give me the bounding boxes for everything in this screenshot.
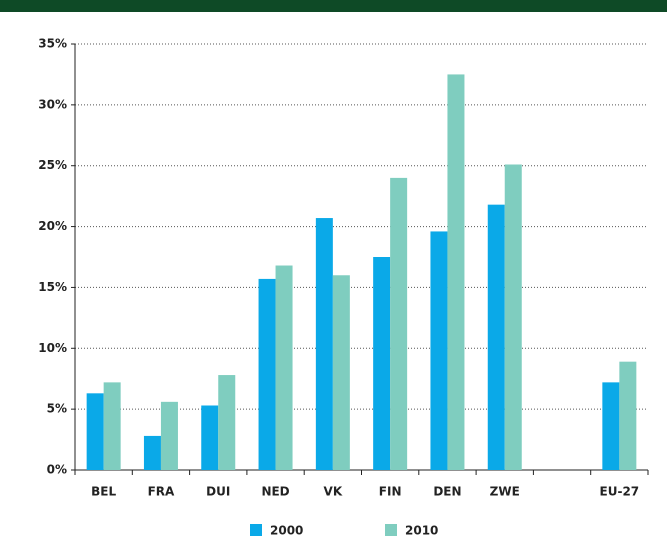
- x-tick-label: FRA: [148, 485, 175, 499]
- x-tick-label: DUI: [206, 485, 230, 499]
- bar: [373, 257, 391, 470]
- x-tick-label: VK: [324, 485, 343, 499]
- y-tick-label: 10%: [38, 341, 67, 355]
- x-tick-label: BEL: [91, 485, 116, 499]
- y-tick-label: 35%: [38, 37, 67, 51]
- legend-swatch: [385, 524, 397, 536]
- y-tick-label: 0%: [47, 463, 67, 477]
- legend-label: 2000: [270, 524, 303, 537]
- y-tick-label: 15%: [38, 280, 67, 294]
- y-tick-label: 30%: [38, 97, 67, 111]
- bar: [315, 218, 333, 470]
- bar: [332, 275, 350, 470]
- legend-swatch: [250, 524, 262, 536]
- bar: [275, 265, 293, 470]
- x-tick-label: FIN: [379, 485, 402, 499]
- bar: [143, 435, 161, 470]
- bar: [430, 231, 448, 470]
- bar: [602, 382, 620, 470]
- bar: [504, 164, 522, 471]
- bar: [160, 401, 178, 470]
- x-tick-label: NED: [261, 485, 289, 499]
- bar: [201, 405, 219, 470]
- bar: [258, 278, 276, 470]
- bar: [390, 177, 408, 470]
- bar: [86, 393, 104, 470]
- bar: [218, 375, 236, 470]
- legend-label: 2010: [405, 524, 438, 537]
- bar: [103, 382, 121, 470]
- x-tick-label: ZWE: [490, 485, 520, 499]
- bar: [487, 204, 505, 471]
- x-tick-label: DEN: [433, 485, 461, 499]
- bar: [619, 361, 637, 470]
- x-tick-label: EU-27: [600, 485, 640, 499]
- header-bar: [0, 0, 667, 12]
- y-tick-label: 25%: [38, 158, 67, 172]
- y-tick-label: 20%: [38, 219, 67, 233]
- y-tick-label: 5%: [47, 402, 67, 416]
- bar: [447, 74, 465, 470]
